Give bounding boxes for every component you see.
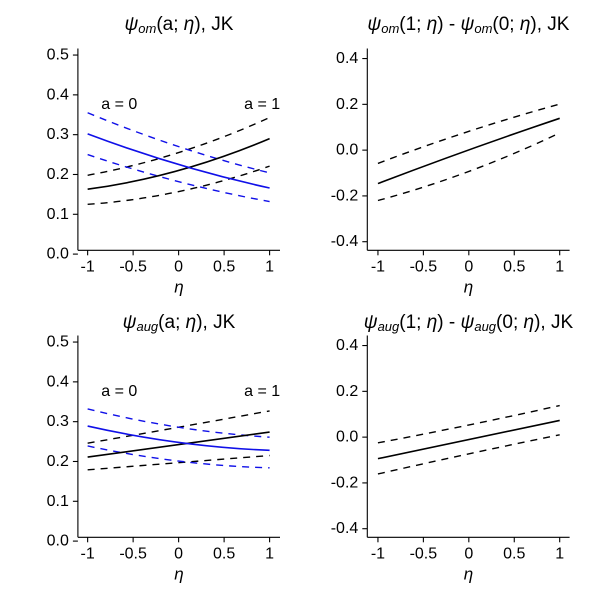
svg-text:0.3: 0.3 [47,126,69,143]
svg-text:0.0: 0.0 [336,142,358,159]
svg-text:0: 0 [174,258,183,275]
svg-text:1: 1 [555,258,564,275]
svg-text:0.5: 0.5 [47,334,69,351]
svg-text:0.4: 0.4 [47,373,69,390]
svg-text:0.2: 0.2 [47,166,69,183]
svg-text:-0.5: -0.5 [119,545,147,562]
svg-text:0.2: 0.2 [47,453,69,470]
svg-text:-1: -1 [371,258,385,275]
svg-text:a = 0: a = 0 [101,96,137,113]
svg-text:a = 0: a = 0 [101,383,137,400]
svg-text:-0.5: -0.5 [119,258,147,275]
svg-text:η: η [464,277,473,296]
svg-text:0.1: 0.1 [47,206,69,223]
svg-text:0: 0 [464,545,473,562]
svg-text:-0.4: -0.4 [331,233,359,250]
svg-text:a = 1: a = 1 [244,383,280,400]
svg-text:-0.5: -0.5 [410,258,438,275]
svg-text:0.2: 0.2 [336,96,358,113]
svg-text:0.0: 0.0 [47,533,69,550]
svg-text:0.5: 0.5 [213,258,235,275]
svg-text:-1: -1 [81,545,95,562]
svg-text:0.2: 0.2 [336,383,358,400]
svg-text:0.5: 0.5 [213,545,235,562]
svg-text:1: 1 [555,545,564,562]
svg-text:0: 0 [464,258,473,275]
svg-text:0.4: 0.4 [336,337,358,354]
svg-text:a = 1: a = 1 [244,96,280,113]
svg-text:0.0: 0.0 [47,246,69,263]
svg-text:0.0: 0.0 [336,429,358,446]
svg-text:-1: -1 [81,258,95,275]
svg-text:1: 1 [265,545,274,562]
svg-text:-0.4: -0.4 [331,520,359,537]
svg-text:0.5: 0.5 [503,545,525,562]
svg-text:0: 0 [174,545,183,562]
svg-text:1: 1 [265,258,274,275]
svg-text:-1: -1 [371,545,385,562]
svg-text:η: η [174,277,183,296]
svg-text:η: η [464,564,473,583]
svg-text:η: η [174,564,183,583]
svg-text:0.5: 0.5 [503,258,525,275]
svg-text:0.1: 0.1 [47,493,69,510]
svg-text:-0.2: -0.2 [331,187,359,204]
svg-text:0.4: 0.4 [336,50,358,67]
svg-text:0.4: 0.4 [47,86,69,103]
svg-text:0.5: 0.5 [47,47,69,64]
svg-text:-0.5: -0.5 [410,545,438,562]
svg-text:-0.2: -0.2 [331,474,359,491]
svg-text:0.3: 0.3 [47,413,69,430]
